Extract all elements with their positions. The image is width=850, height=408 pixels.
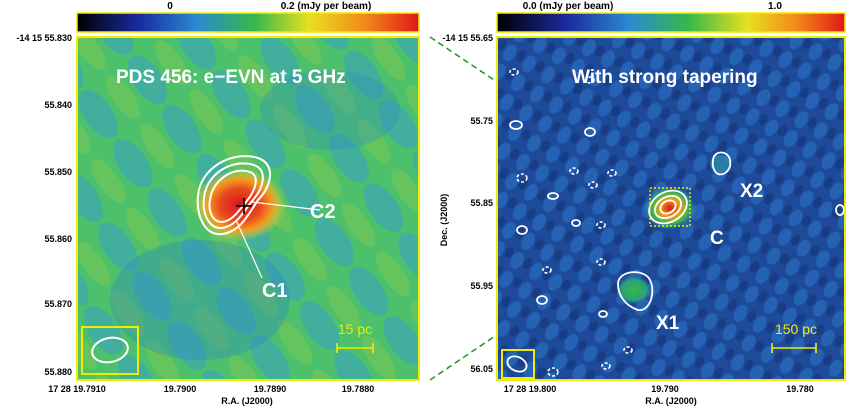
left-ra-tick: 19.7890 — [254, 384, 287, 394]
left-dec-axis: -14 15 55.830 55.840 55.850 55.860 55.87… — [16, 33, 72, 377]
left-dec-tick: 55.850 — [44, 167, 72, 177]
source-x1-emission — [616, 275, 652, 305]
right-ra-tick: 19.780 — [786, 384, 814, 394]
label-x1: X1 — [656, 313, 680, 334]
left-ra-axis: 17 28 19.7910 19.7900 19.7890 19.7880 R.… — [48, 384, 374, 406]
right-colorbar-tick-1: 1.0 — [768, 1, 782, 12]
zoom-region-box — [649, 187, 691, 227]
left-cross-marker — [236, 198, 252, 214]
left-ra-tick: 17 28 19.7910 — [48, 384, 106, 394]
right-ra-tick: 17 28 19.800 — [504, 384, 557, 394]
right-image-panel: With strong tapering X2 C X1 150 pc — [496, 36, 846, 381]
right-scalebar-label: 150 pc — [775, 321, 817, 337]
c1-pointer-line — [235, 219, 263, 279]
left-colorbar-tick-0: 0 — [167, 1, 173, 12]
left-dec-tick: -14 15 55.830 — [16, 33, 72, 43]
left-ra-label: R.A. (J2000) — [221, 396, 273, 406]
right-ra-tick: 19.790 — [651, 384, 679, 394]
right-scalebar — [771, 343, 817, 353]
left-dec-tick: 55.860 — [44, 234, 72, 244]
right-beam-box — [501, 349, 535, 379]
right-colorbar: 0.0 (mJy per beam) 1.0 — [496, 1, 846, 33]
right-ra-label: R.A. (J2000) — [645, 396, 697, 406]
label-x2: X2 — [740, 181, 763, 202]
right-dec-label: Dec. (J2000) — [439, 194, 449, 247]
left-beam-ellipse — [91, 336, 129, 364]
left-scalebar-label: 15 pc — [338, 321, 372, 337]
left-frame — [76, 36, 420, 381]
left-colorbar: 0 0.2 (mJy per beam) — [76, 1, 420, 33]
right-frame — [496, 36, 846, 381]
left-scalebar — [336, 343, 374, 353]
source-x2-emission — [710, 155, 730, 173]
right-dec-tick: 55.75 — [470, 116, 493, 126]
left-panel-title: PDS 456: e−EVN at 5 GHz — [116, 67, 346, 88]
right-contours — [506, 120, 845, 373]
right-dec-tick: 55.95 — [470, 281, 493, 291]
left-colorbar-tick-1: 0.2 (mJy per beam) — [281, 1, 372, 12]
left-contours — [196, 155, 271, 236]
left-beam-box — [81, 326, 139, 375]
right-dec-tick: 55.85 — [470, 198, 493, 208]
right-dec-tick: -14 15 55.65 — [442, 33, 493, 43]
left-dec-tick: 55.840 — [44, 100, 72, 110]
label-c: C — [710, 228, 724, 249]
c2-pointer-line — [251, 201, 321, 211]
left-ra-tick: 19.7880 — [342, 384, 375, 394]
right-panel-title: With strong tapering — [572, 67, 758, 88]
right-dec-tick: 56.05 — [470, 364, 493, 374]
right-ra-axis: 17 28 19.800 19.790 19.780 R.A. (J2000) — [504, 384, 814, 406]
left-ra-tick: 19.7900 — [164, 384, 197, 394]
source-c-emission — [644, 186, 696, 230]
right-colorbar-tick-0: 0.0 (mJy per beam) — [523, 1, 614, 12]
left-image-panel: C2 C1 PDS 456: e−EVN at 5 GHz 15 pc — [76, 36, 420, 381]
label-c2: C2 — [310, 201, 336, 223]
left-core-emission — [194, 169, 286, 241]
label-c1: C1 — [262, 280, 288, 302]
left-dec-tick: 55.880 — [44, 367, 72, 377]
left-dec-tick: 55.870 — [44, 299, 72, 309]
right-dec-axis: -14 15 55.65 55.75 55.85 55.95 56.05 Dec… — [439, 33, 493, 374]
right-negative-contours — [509, 68, 633, 377]
